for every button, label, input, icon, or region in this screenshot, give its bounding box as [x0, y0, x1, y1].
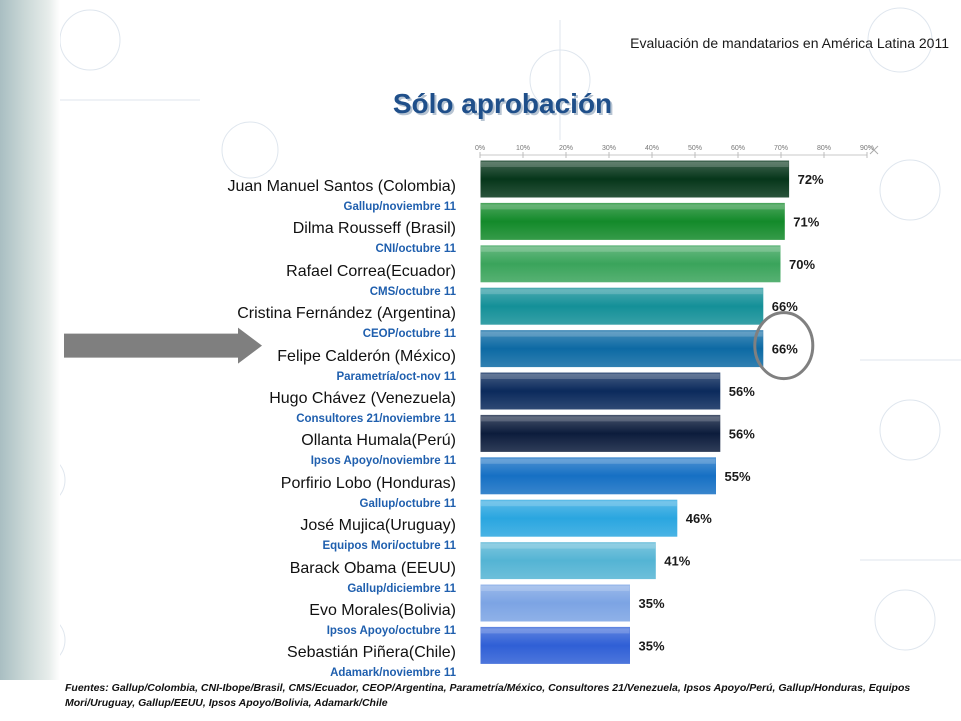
source-label: Consultores 21/noviembre 11 — [296, 413, 456, 425]
x-tick-label: 10% — [516, 145, 530, 152]
x-tick-label: 0% — [475, 145, 485, 152]
bar — [479, 625, 631, 665]
bar-shine — [481, 331, 763, 337]
data-label: 72% — [798, 172, 824, 187]
bar-shine — [481, 374, 720, 379]
source-label: CMS/octubre 11 — [369, 285, 456, 298]
bar-shine — [481, 162, 789, 167]
bar-shine — [481, 416, 720, 422]
category-label: Barack Obama (EEUU) — [289, 559, 456, 577]
page-title: Sólo aprobación — [392, 88, 613, 119]
bar — [479, 201, 786, 241]
category-label: Hugo Chávez (Venezuela) — [269, 390, 456, 407]
source-label: CEOP/octubre 11 — [362, 328, 456, 341]
bar-shine — [481, 204, 785, 210]
category-label: José Mujica(Uruguay) — [300, 517, 456, 535]
bar — [479, 583, 631, 623]
sources-footnote: Fuentes: Gallup/Colombia, CNI-Ibope/Bras… — [65, 682, 911, 709]
x-tick-label: 70% — [774, 145, 788, 152]
source-label: Adamark/noviembre 11 — [330, 667, 456, 680]
axis-end-mark — [869, 145, 879, 155]
header-title: Evaluación de mandatarios en América Lat… — [630, 35, 949, 51]
category-label: Rafael Correa(Ecuador) — [286, 262, 456, 280]
bar — [479, 244, 782, 284]
bar — [479, 159, 791, 199]
bar-shine — [481, 246, 780, 252]
data-label: 66% — [772, 299, 798, 314]
arrow-icon — [64, 327, 262, 364]
data-label: 46% — [686, 511, 712, 526]
left-decorative-strip — [0, 0, 60, 680]
source-label: Gallup/noviembre 11 — [343, 201, 456, 213]
source-label: Equipos Mori/octubre 11 — [322, 540, 456, 553]
data-label: 55% — [725, 469, 751, 484]
source-label: Ipsos Apoyo/noviembre 11 — [310, 455, 456, 468]
x-tick-label: 30% — [602, 145, 616, 152]
data-label: 41% — [664, 554, 690, 569]
x-tick-label: 40% — [645, 145, 659, 152]
bar-shine — [481, 543, 656, 549]
bar — [479, 286, 765, 326]
highlight-circle — [753, 311, 815, 381]
source-label: Ipsos Apoyo/octubre 11 — [326, 625, 456, 637]
bar — [479, 329, 765, 369]
category-label: Dilma Rousseff (Brasil) — [292, 220, 456, 238]
category-label: Sebastián Piñera(Chile) — [287, 644, 456, 662]
data-label: 35% — [639, 596, 665, 611]
category-label: Evo Morales(Bolivia) — [309, 602, 456, 619]
bar — [479, 498, 679, 538]
x-tick-label: 50% — [688, 145, 702, 152]
source-label: CNI/octubre 11 — [375, 243, 456, 256]
category-label: Porfirio Lobo (Honduras) — [280, 474, 456, 492]
x-tick-label: 80% — [817, 145, 831, 152]
category-label: Juan Manuel Santos (Colombia) — [227, 178, 456, 195]
data-label: 66% — [772, 342, 798, 357]
data-label: 56% — [729, 426, 755, 441]
bar — [479, 413, 722, 453]
bar-shine — [481, 458, 716, 464]
data-label: 35% — [639, 638, 665, 653]
data-label: 71% — [793, 214, 819, 229]
bar-shine — [481, 501, 677, 507]
bar-shine — [481, 586, 630, 591]
x-tick-label: 90% — [860, 145, 874, 152]
category-label: Cristina Fernández (Argentina) — [237, 305, 456, 323]
x-tick-label: 20% — [559, 145, 573, 152]
bar — [479, 456, 717, 496]
bar — [479, 371, 722, 411]
bar — [479, 541, 657, 581]
bar-shine — [481, 289, 763, 295]
source-label: Gallup/diciembre 11 — [347, 582, 456, 595]
data-label: 56% — [729, 384, 755, 399]
bar-shine — [481, 628, 630, 634]
source-label: Gallup/octubre 11 — [359, 497, 457, 510]
category-label: Felipe Calderón (México) — [277, 347, 456, 365]
x-tick-label: 60% — [731, 145, 745, 152]
source-label: Parametría/oct-nov 11 — [336, 370, 456, 383]
category-label: Ollanta Humala(Perú) — [301, 432, 456, 450]
data-label: 70% — [789, 257, 815, 272]
